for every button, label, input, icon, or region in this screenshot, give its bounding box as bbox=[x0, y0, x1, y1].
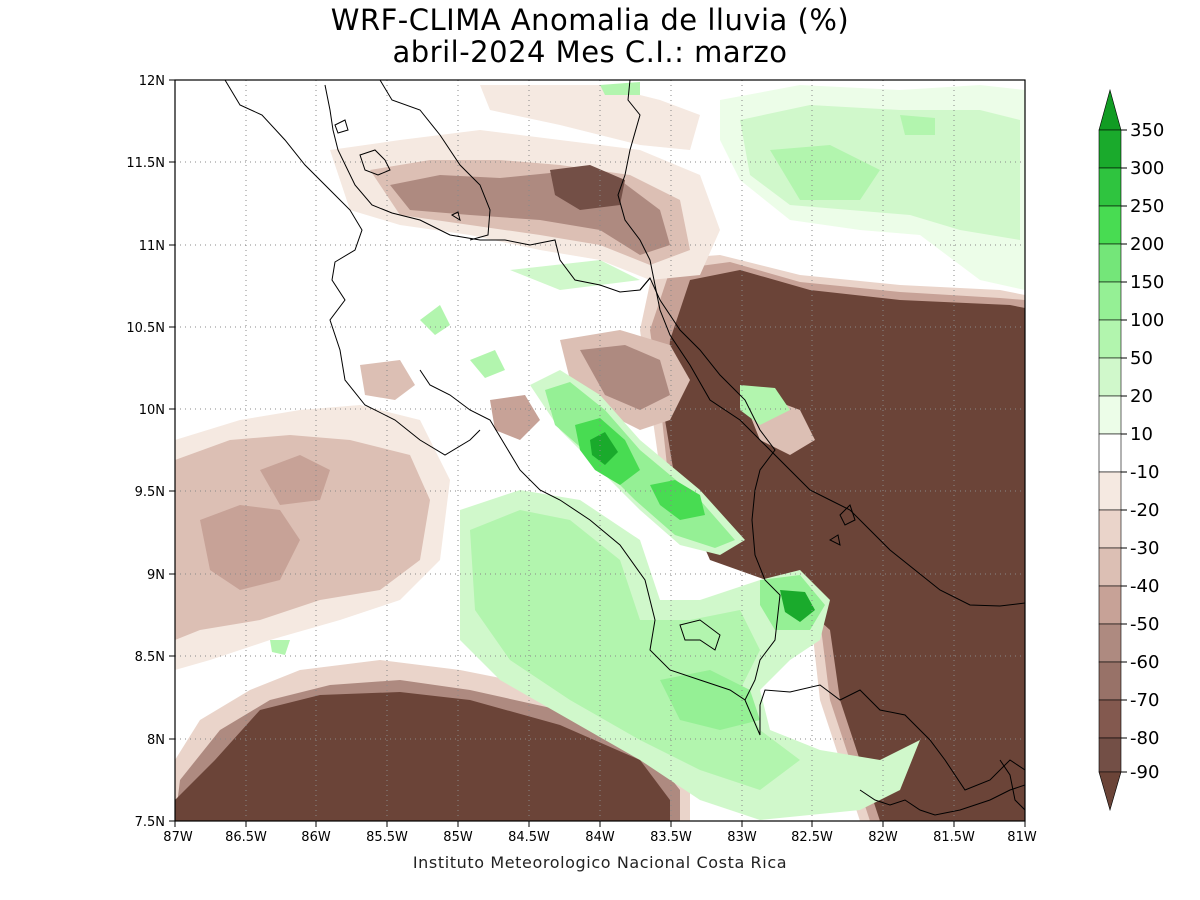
legend-bin bbox=[1098, 167, 1122, 207]
longitude-labels: 87W 86.5W 86W 85.5W 85W 84.5W 84W 83.5W … bbox=[163, 830, 1037, 845]
legend-bin bbox=[1098, 509, 1122, 549]
legend-ticks bbox=[1121, 129, 1127, 773]
legend-label: 300 bbox=[1130, 158, 1164, 179]
legend-label: 20 bbox=[1130, 386, 1153, 407]
lon-label: 83.5W bbox=[650, 830, 692, 845]
legend-bin bbox=[1098, 281, 1122, 321]
map-frame: 7.5N 8N 8.5N 9N 9.5N 10N 10.5N 11N 11.5N… bbox=[126, 74, 1037, 845]
lat-label: 11.5N bbox=[126, 156, 165, 171]
legend-label: -70 bbox=[1130, 690, 1159, 711]
legend-bin bbox=[1098, 699, 1122, 739]
legend-label: 10 bbox=[1130, 424, 1153, 445]
legend-bin bbox=[1098, 205, 1122, 245]
lon-label: 82W bbox=[868, 830, 898, 845]
lat-label: 12N bbox=[139, 74, 165, 89]
legend-label: 200 bbox=[1130, 234, 1164, 255]
lat-label: 9.5N bbox=[135, 485, 165, 500]
legend-label: 350 bbox=[1130, 120, 1164, 141]
legend-bin bbox=[1098, 433, 1122, 473]
map-grid bbox=[175, 80, 1025, 821]
legend-label: -60 bbox=[1130, 652, 1159, 673]
map-title-line-2: abril-2024 Mes C.I.: marzo bbox=[392, 35, 788, 69]
lat-label: 8N bbox=[147, 733, 165, 748]
wet-flecks bbox=[270, 82, 640, 655]
lat-label: 7.5N bbox=[135, 815, 165, 830]
legend-label: -50 bbox=[1130, 614, 1159, 635]
legend-bin bbox=[1098, 243, 1122, 283]
legend-bin bbox=[1098, 471, 1122, 511]
lon-label: 81.5W bbox=[933, 830, 975, 845]
latitude-ticks bbox=[169, 79, 175, 822]
lon-label: 85W bbox=[443, 830, 473, 845]
lat-label: 11N bbox=[139, 239, 165, 254]
legend-label: -20 bbox=[1130, 500, 1159, 521]
legend-bin bbox=[1098, 357, 1122, 397]
lat-label: 9N bbox=[147, 568, 165, 583]
anomaly-field bbox=[175, 80, 1025, 821]
lon-label: 84.5W bbox=[508, 830, 550, 845]
dry-region-north bbox=[330, 85, 720, 280]
legend-label: -80 bbox=[1130, 728, 1159, 749]
legend-bin bbox=[1098, 661, 1122, 701]
legend-label: 150 bbox=[1130, 272, 1164, 293]
legend-label: -40 bbox=[1130, 576, 1159, 597]
lon-label: 83W bbox=[727, 830, 757, 845]
legend-bin bbox=[1098, 623, 1122, 663]
lat-label: 10.5N bbox=[126, 321, 165, 336]
latitude-labels: 7.5N 8N 8.5N 9N 9.5N 10N 10.5N 11N 11.5N… bbox=[126, 74, 165, 830]
lon-label: 82.5W bbox=[791, 830, 833, 845]
legend-label: -30 bbox=[1130, 538, 1159, 559]
credit-line: Instituto Meteorologico Nacional Costa R… bbox=[412, 853, 788, 872]
legend-label: -90 bbox=[1130, 762, 1159, 783]
lon-label: 86.5W bbox=[225, 830, 267, 845]
legend-label: 250 bbox=[1130, 196, 1164, 217]
legend-bin bbox=[1098, 395, 1122, 435]
map-title-line-1: WRF-CLIMA Anomalia de lluvia (%) bbox=[330, 3, 850, 37]
legend-arrow-top bbox=[1098, 88, 1122, 131]
legend-bin bbox=[1098, 129, 1122, 169]
legend-label: -10 bbox=[1130, 462, 1159, 483]
legend-arrow-bottom bbox=[1098, 771, 1122, 812]
lon-label: 87W bbox=[163, 830, 193, 845]
legend-label: 50 bbox=[1130, 348, 1153, 369]
lon-label: 85.5W bbox=[366, 830, 408, 845]
legend-label: 100 bbox=[1130, 310, 1164, 331]
lon-label: 86W bbox=[301, 830, 331, 845]
dry-region-southwest bbox=[175, 660, 690, 821]
color-legend: 350 300 250 200 150 100 50 20 10 -10 -20… bbox=[1098, 88, 1164, 812]
legend-bin bbox=[1098, 319, 1122, 359]
lat-label: 8.5N bbox=[135, 650, 165, 665]
legend-bins bbox=[1098, 129, 1122, 773]
legend-bin bbox=[1098, 737, 1122, 773]
legend-bin bbox=[1098, 585, 1122, 625]
lon-label: 81W bbox=[1007, 830, 1037, 845]
wet-region-northeast bbox=[720, 85, 1025, 290]
wet-region-central bbox=[530, 370, 745, 555]
longitude-ticks bbox=[174, 821, 1026, 827]
legend-labels: 350 300 250 200 150 100 50 20 10 -10 -20… bbox=[1130, 120, 1164, 783]
lon-label: 84W bbox=[585, 830, 615, 845]
wet-region-south bbox=[460, 490, 920, 820]
legend-bin bbox=[1098, 547, 1122, 587]
dry-region-pacific-west bbox=[175, 405, 450, 670]
coastlines bbox=[224, 80, 1025, 816]
lat-label: 10N bbox=[139, 403, 165, 418]
